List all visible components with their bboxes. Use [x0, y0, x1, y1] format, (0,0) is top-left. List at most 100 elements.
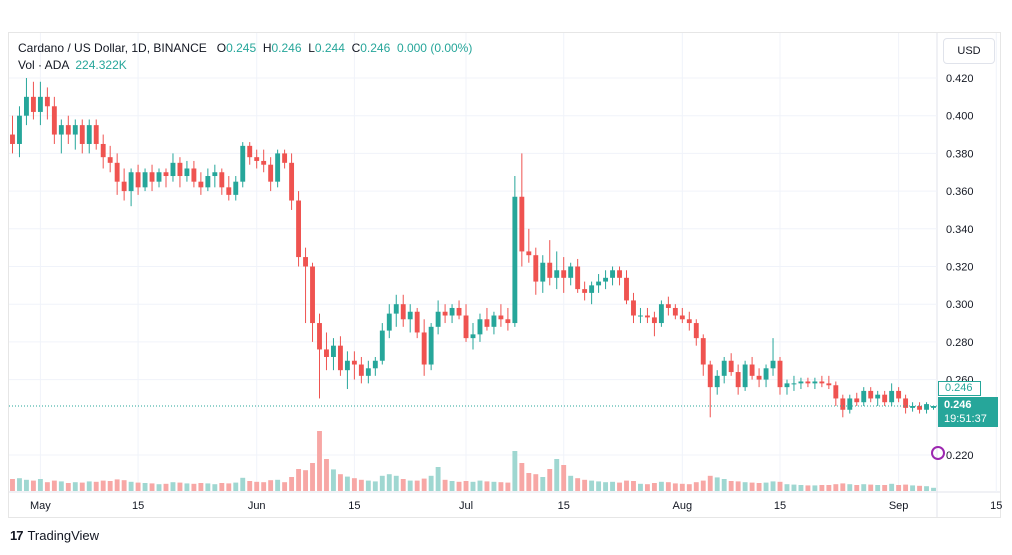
- volume-bar: [644, 484, 650, 491]
- volume-bar: [24, 479, 29, 491]
- volume-bar: [170, 482, 176, 491]
- volume-bar: [142, 483, 148, 491]
- volume-bar: [10, 479, 15, 491]
- volume-bar: [198, 483, 204, 491]
- y-axis[interactable]: 0.420 0.400 0.380 0.360 0.340 0.320 0.300 0.280…: [946, 73, 974, 462]
- volume-bar: [226, 483, 232, 491]
- volume-bar: [107, 481, 113, 491]
- candle-body: [575, 266, 581, 290]
- candle-body: [414, 311, 420, 333]
- open-label: O: [216, 41, 227, 55]
- volume-bar: [156, 484, 162, 491]
- x-axis[interactable]: May 15 Jun 15 Jul 15 Aug 15 Sep 15: [30, 500, 1002, 512]
- candle-body: [428, 326, 434, 365]
- candle-body: [24, 96, 29, 116]
- candle-body: [931, 405, 936, 408]
- volume-bar: [833, 484, 839, 491]
- volume-bar: [756, 483, 762, 491]
- candle-body: [219, 172, 225, 188]
- x-tick-label: 15: [990, 500, 1002, 512]
- candle-body: [310, 266, 315, 324]
- x-tick-label: May: [30, 500, 51, 512]
- volume-bar: [917, 485, 922, 491]
- volume-bar: [358, 479, 364, 491]
- volume-bar: [519, 463, 525, 491]
- chart-frame[interactable]: [8, 32, 1001, 518]
- close-value: 0.246: [360, 41, 391, 55]
- volume-bar: [686, 484, 692, 491]
- candle-body: [714, 375, 720, 388]
- bar-countdown: 19:51:37: [944, 413, 987, 425]
- volume-bar: [589, 480, 595, 491]
- volume-bar: [582, 479, 588, 491]
- volume-bar: [672, 483, 678, 491]
- volume-bar: [547, 469, 553, 491]
- candle-body: [463, 315, 469, 339]
- volume-bar: [310, 463, 315, 491]
- candle-body: [491, 315, 497, 327]
- volume-bar: [442, 479, 448, 491]
- candle-body: [505, 319, 511, 324]
- volume-bar: [777, 481, 783, 491]
- y-tick-label: 0.300: [946, 299, 974, 311]
- candle-body: [728, 360, 734, 373]
- volume-bar: [896, 485, 902, 491]
- volume-bar: [205, 483, 211, 491]
- high-value: 0.246: [271, 41, 302, 55]
- volume-bar: [840, 483, 846, 491]
- volume-bar: [568, 475, 574, 491]
- candle-body: [686, 319, 692, 324]
- volume-bar: [638, 483, 643, 491]
- candle-body: [665, 304, 671, 308]
- volume-label[interactable]: Vol · ADA: [18, 58, 69, 72]
- currency-button[interactable]: USD: [943, 38, 995, 64]
- close-price-tag: 0.246: [938, 381, 981, 396]
- candle-body: [107, 157, 113, 163]
- tradingview-logo-icon: 17: [10, 528, 24, 543]
- y-tick-label: 0.420: [946, 73, 974, 85]
- x-tick-label: 15: [132, 500, 144, 512]
- candle-body: [540, 262, 546, 282]
- volume-bar: [219, 483, 225, 491]
- candle-body: [121, 181, 127, 192]
- volume-bar: [72, 482, 78, 491]
- volume-bar: [910, 485, 916, 491]
- volume-bar: [805, 485, 811, 491]
- candle-body: [10, 134, 15, 144]
- candle-body: [742, 364, 748, 388]
- volume-bar: [610, 481, 615, 491]
- candle-body: [498, 315, 504, 320]
- tradingview-logo[interactable]: 17 TradingView: [10, 528, 99, 543]
- volume-bar: [693, 482, 699, 491]
- candle-body: [344, 360, 350, 371]
- candle-body: [512, 196, 518, 324]
- volume-bar: [889, 483, 895, 491]
- candle-body: [44, 96, 50, 107]
- event-marker-icon[interactable]: [931, 446, 945, 460]
- volume-bar: [58, 481, 64, 491]
- candle-body: [240, 145, 246, 182]
- candle-body: [435, 311, 441, 327]
- candle-body: [721, 360, 727, 376]
- volume-bar: [721, 479, 727, 491]
- symbol-title[interactable]: Cardano / US Dollar, 1D, BINANCE: [18, 41, 207, 55]
- volume-bar: [707, 475, 713, 491]
- volume-bar: [658, 481, 664, 491]
- volume-value: 224.322K: [75, 58, 127, 72]
- volume-bar: [30, 480, 36, 491]
- volume-bar: [421, 478, 427, 491]
- tradingview-logo-text: TradingView: [27, 528, 100, 543]
- volume-bar: [372, 481, 378, 491]
- volume-bar: [651, 483, 657, 491]
- candle-body: [658, 304, 664, 324]
- candle-body: [261, 160, 267, 165]
- candle-body: [749, 364, 755, 376]
- volume-bar: [282, 482, 288, 491]
- legend-volume-row: Vol · ADA 224.322K: [18, 57, 472, 74]
- candle-body: [638, 315, 643, 317]
- candle-body: [791, 383, 797, 385]
- volume-bar: [931, 487, 936, 491]
- candle-body: [840, 398, 846, 410]
- x-tick-label: Jun: [248, 500, 266, 512]
